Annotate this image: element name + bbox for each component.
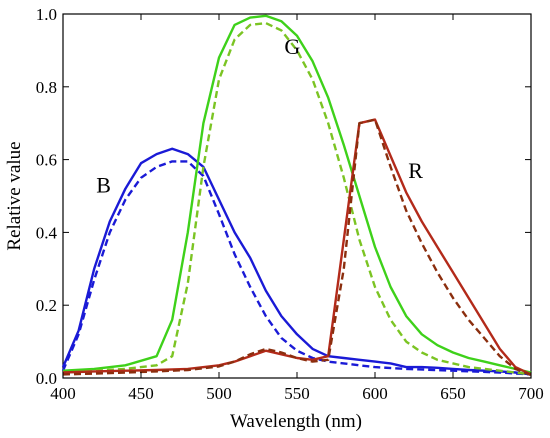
series-layer [61, 14, 532, 377]
x-tick-label: 400 [50, 384, 76, 403]
series-line-4 [62, 118, 532, 376]
y-tick-label: 0.4 [36, 223, 58, 242]
x-tick-label: 600 [362, 384, 388, 403]
x-tick-label: 650 [440, 384, 466, 403]
plot-frame [62, 13, 532, 379]
series-line-0 [61, 147, 532, 376]
series-line-1 [61, 160, 532, 376]
y-axis-title: Relative value [4, 141, 25, 250]
x-tick-label: 700 [518, 384, 544, 403]
ticks-layer: 400 450 500 550 600 650 700 0.0 0.2 0.4 0.6 0.8 1.0 [36, 5, 544, 403]
x-tick-label: 500 [206, 384, 232, 403]
series-line-5 [62, 118, 532, 377]
y-tick-label: 0.2 [36, 296, 57, 315]
series-line-3 [62, 21, 532, 376]
y-tick-label: 1.0 [36, 5, 57, 24]
axes-frame [62, 13, 532, 379]
curve-label-g: G [284, 34, 300, 59]
x-axis-title: Wavelength (nm) [230, 411, 362, 432]
x-tick-label: 450 [128, 384, 154, 403]
y-tick-label: 0.6 [36, 151, 57, 170]
curve-label-r: R [408, 158, 423, 183]
annotation-layer: B G R [96, 34, 423, 197]
x-tick-label: 550 [284, 384, 310, 403]
y-tick-label: 0.8 [36, 78, 57, 97]
y-tick-label: 0.0 [36, 369, 57, 388]
series-line-2 [62, 14, 532, 374]
curve-label-b: B [96, 172, 111, 197]
